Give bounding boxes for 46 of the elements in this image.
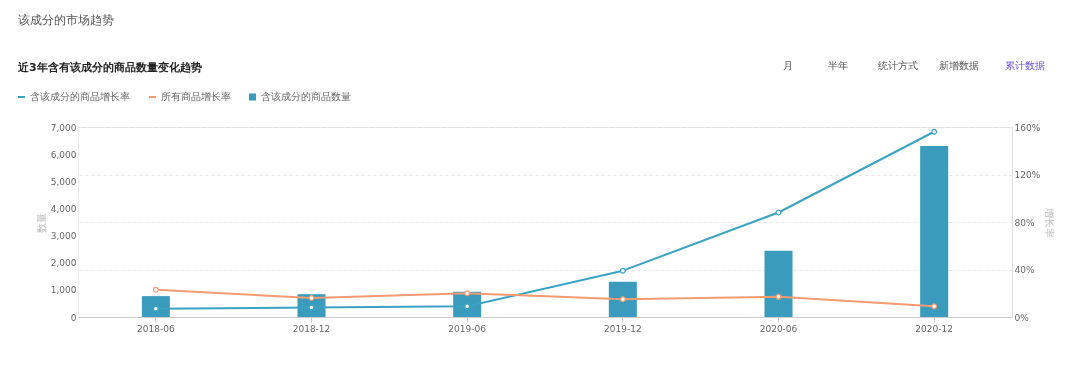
point (619, 267, 626, 274)
point (152, 305, 159, 312)
y2-axis-title: 增长率 (1044, 206, 1056, 238)
legend-label: 含该成分的商品增长率 (30, 91, 130, 102)
y-axis-title: 数量 (35, 212, 47, 233)
y-tick-label: 2,000 (50, 258, 77, 269)
y-tick-label: 3,000 (50, 231, 77, 242)
legend-label: 含该成分的商品数量 (260, 91, 351, 102)
chart-title: 近3年含有该成分的商品数量变化趋势 (17, 61, 202, 74)
x-tick-label: 2019-12 (604, 323, 642, 334)
y-tick-label: 7,000 (50, 122, 77, 133)
y-tick-label: 1,000 (50, 285, 77, 296)
text: 累计数据 (1005, 60, 1045, 71)
y-tick-label: 6,000 (50, 149, 77, 160)
y2-tick-label: 40% (1014, 265, 1035, 275)
text: 统计方式 (878, 60, 918, 71)
point (308, 304, 315, 311)
point (464, 303, 471, 310)
bar (920, 146, 949, 317)
x-tick-label: 2020-12 (915, 323, 953, 334)
point (308, 295, 315, 301)
legend-label: 所有商品增长率 (161, 91, 231, 102)
x-tick-label: 2020-06 (759, 323, 798, 334)
text: 月 (783, 60, 793, 71)
x-tick-label: 2019-06 (448, 323, 487, 334)
y-tick-label: 0 (70, 312, 77, 323)
y2-tick-label: 160% (1014, 122, 1041, 133)
x-tick-label: 2018-06 (137, 323, 175, 334)
x-tick-label: 2018-12 (292, 323, 331, 334)
point (775, 293, 782, 300)
y2-tick-label: 0% (1014, 312, 1030, 323)
point (775, 209, 782, 216)
point (619, 296, 626, 303)
bar (608, 281, 637, 317)
text: 该成分的市场趋势 (18, 13, 114, 27)
text: 半年 (828, 60, 848, 71)
point (152, 286, 159, 293)
bar (764, 250, 793, 317)
y2-tick-label: 120% (1014, 170, 1041, 180)
y-tick-label: 5,000 (50, 176, 77, 187)
y2-tick-label: 80% (1014, 217, 1035, 228)
text: 新增数据 (939, 60, 979, 71)
point (931, 128, 938, 135)
point (464, 290, 471, 297)
y-tick-label: 4,000 (50, 203, 77, 214)
point (931, 303, 938, 310)
